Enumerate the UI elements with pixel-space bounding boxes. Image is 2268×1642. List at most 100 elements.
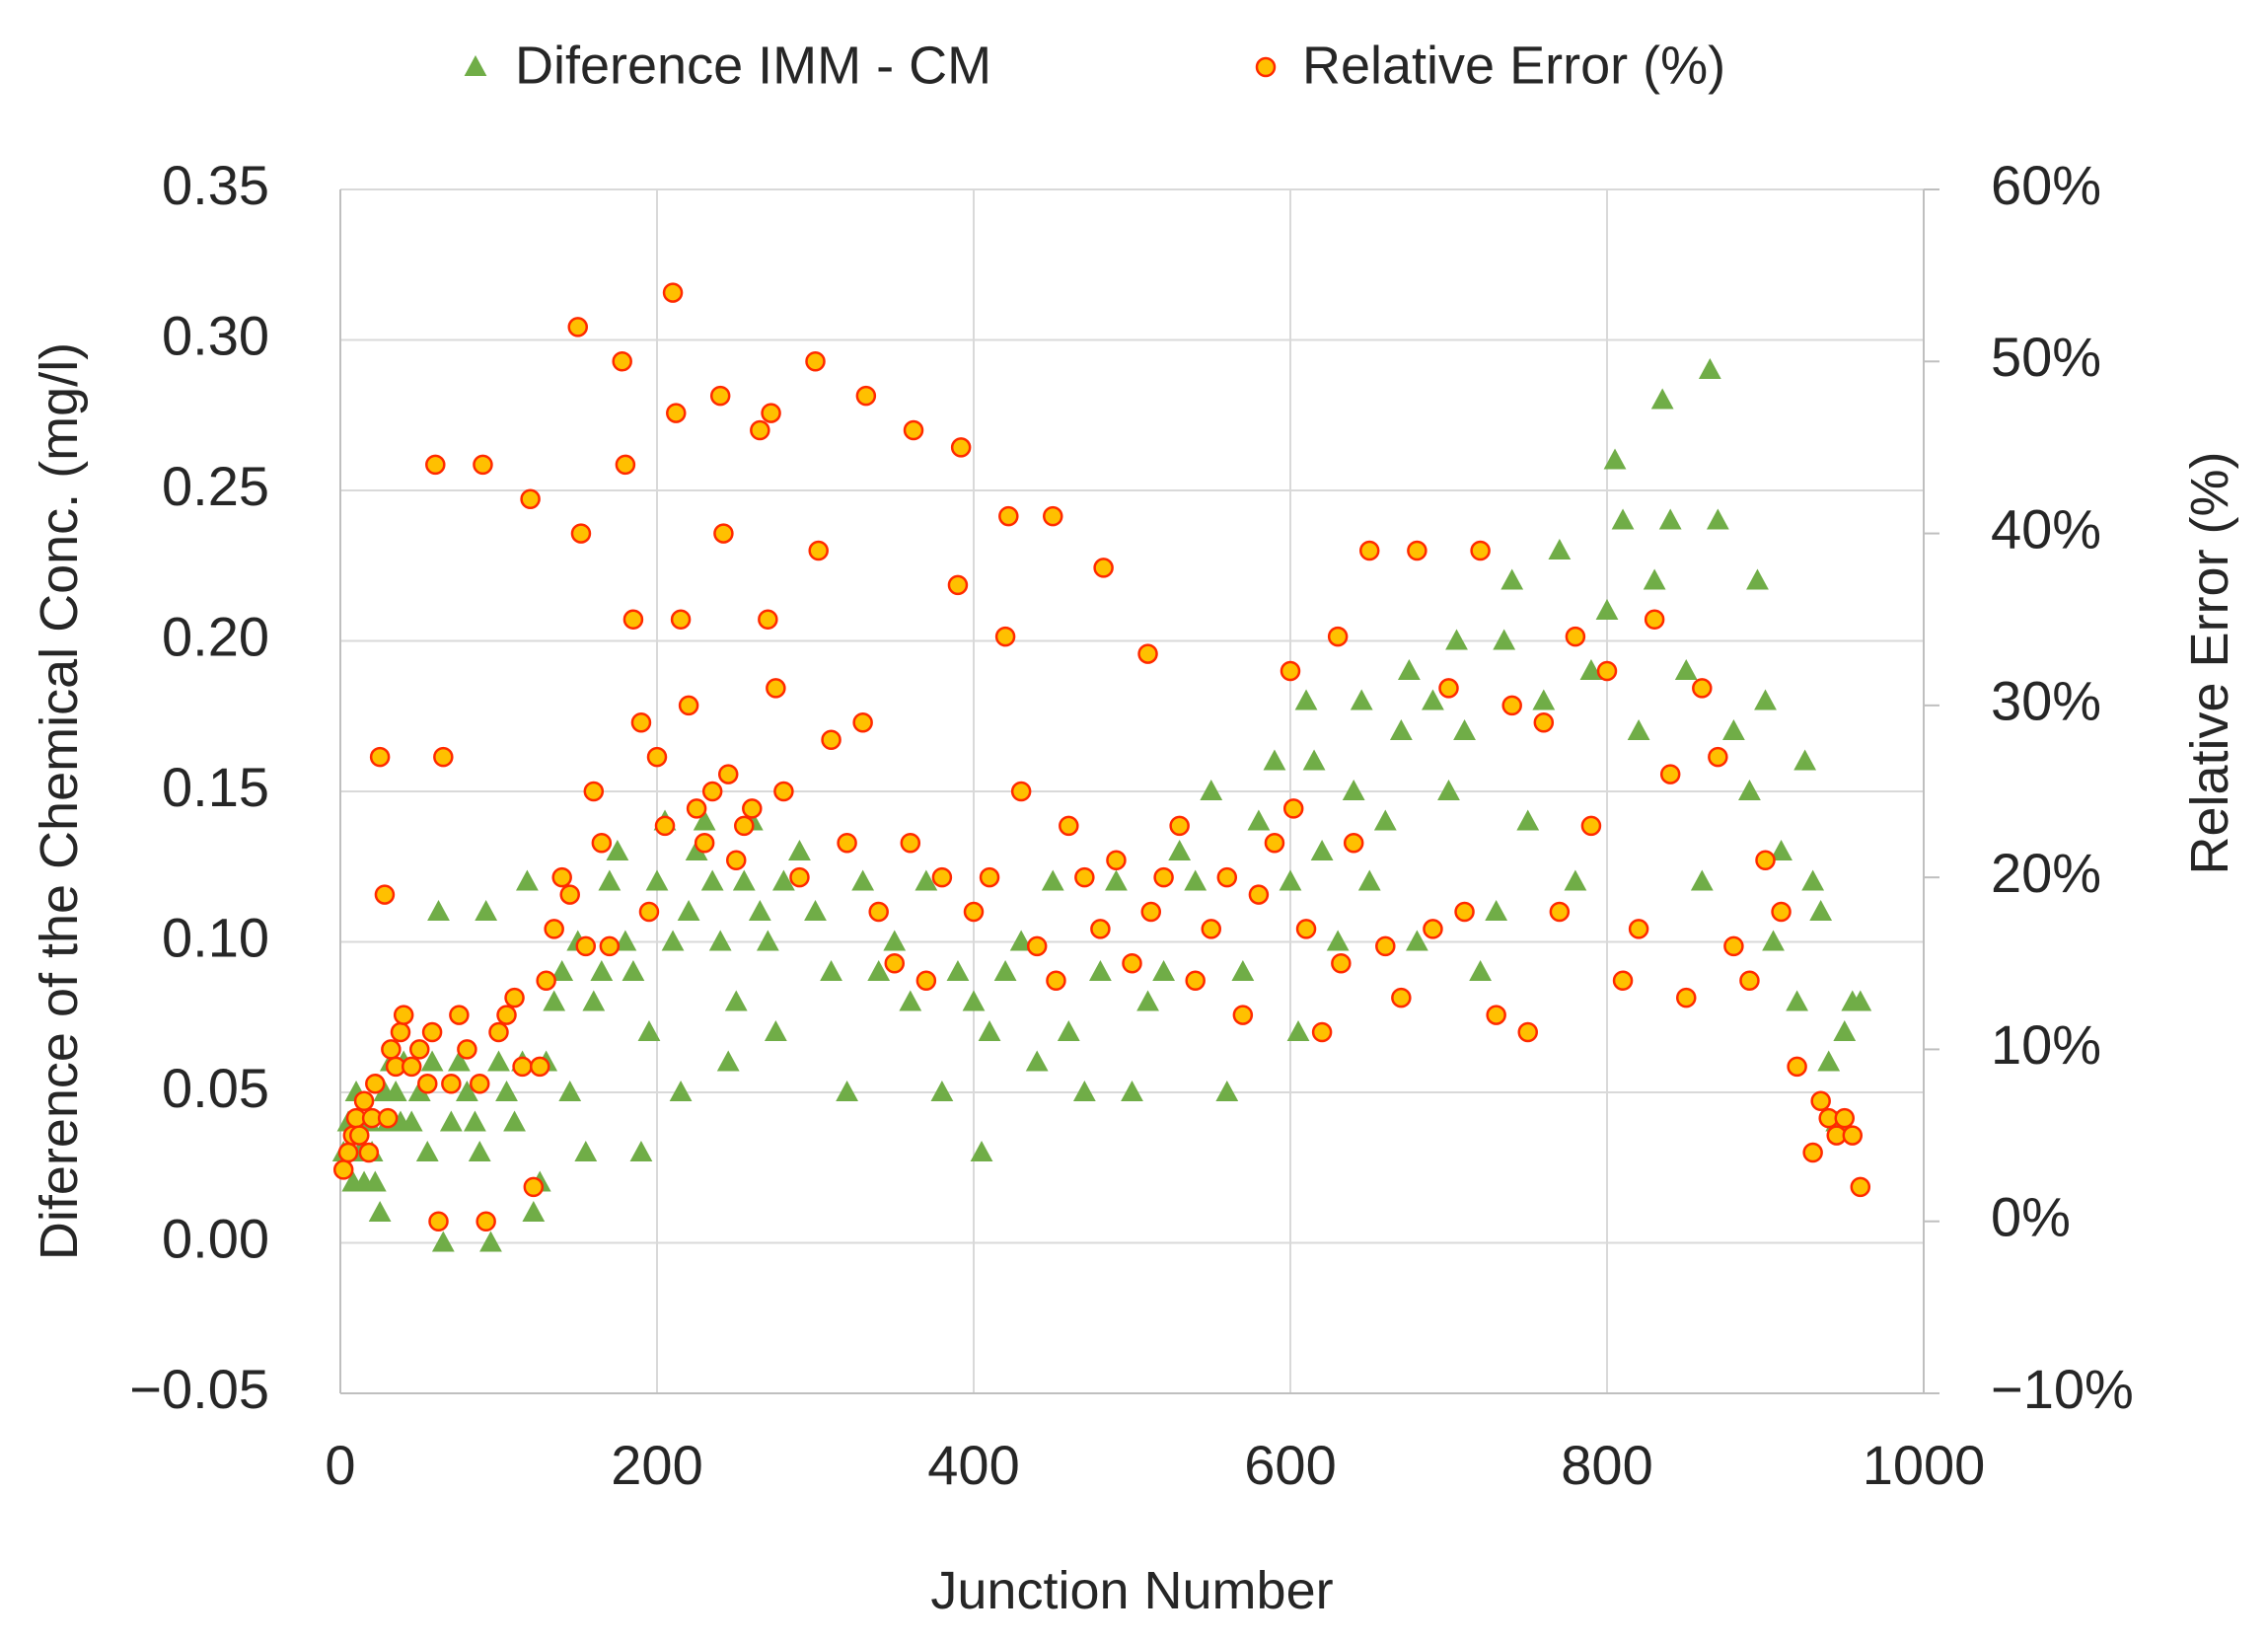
- point-diference: [1025, 1050, 1049, 1072]
- point-relative-error: [425, 454, 446, 476]
- point-relative-error: [900, 833, 921, 854]
- point-diference: [543, 990, 566, 1011]
- point-diference: [724, 990, 748, 1011]
- legend: Diference IMM - CM Relative Error (%): [464, 36, 1725, 95]
- point-diference: [1089, 960, 1112, 981]
- legend-circle-marker: [1255, 56, 1277, 78]
- point-diference: [420, 1050, 444, 1072]
- y2-tick-label: 20%: [1991, 842, 2101, 904]
- point-diference: [1770, 840, 1792, 860]
- point-relative-error: [1517, 1021, 1538, 1043]
- point-relative-error: [1659, 764, 1681, 784]
- point-relative-error: [666, 403, 687, 423]
- legend-triangle-marker: [464, 55, 487, 76]
- point-diference: [1152, 960, 1175, 981]
- point-relative-error: [1810, 1090, 1831, 1111]
- point-diference: [487, 1050, 510, 1072]
- y2-tick-label: 30%: [1991, 670, 2101, 732]
- point-diference: [363, 1170, 387, 1192]
- point-relative-error: [1596, 660, 1618, 682]
- point-diference: [629, 1141, 653, 1161]
- point-relative-error: [1248, 884, 1270, 905]
- point-relative-error: [1501, 695, 1522, 716]
- point-diference: [1263, 749, 1286, 771]
- y2-axis-label: Relative Error (%): [2180, 451, 2239, 874]
- point-relative-error: [1739, 970, 1760, 991]
- point-diference: [716, 1050, 740, 1072]
- point-diference: [1184, 869, 1207, 891]
- point-diference: [748, 900, 771, 921]
- point-diference: [468, 1141, 491, 1161]
- point-diference: [1326, 930, 1350, 951]
- point-diference: [1548, 539, 1572, 560]
- point-relative-error: [390, 1021, 411, 1043]
- point-relative-error: [457, 1039, 477, 1060]
- point-relative-error: [449, 1005, 470, 1025]
- point-relative-error: [488, 1021, 509, 1043]
- point-relative-error: [1454, 901, 1475, 923]
- point-relative-error: [349, 1125, 370, 1146]
- point-relative-error: [1343, 833, 1364, 854]
- point-diference: [1437, 780, 1460, 800]
- y-tick-label: −0.05: [129, 1358, 269, 1420]
- point-diference: [1793, 749, 1817, 771]
- point-relative-error: [1137, 643, 1158, 664]
- point-diference: [1817, 1050, 1841, 1072]
- point-relative-error: [950, 437, 972, 458]
- point-relative-error: [374, 884, 396, 905]
- point-diference: [1500, 568, 1524, 590]
- point-diference: [1105, 869, 1128, 891]
- point-relative-error: [529, 1056, 550, 1078]
- point-diference: [1057, 1020, 1080, 1041]
- point-diference: [946, 960, 970, 981]
- point-diference: [693, 809, 716, 831]
- point-diference: [495, 1081, 518, 1101]
- point-diference: [1595, 599, 1619, 620]
- legend-label-relative-error: Relative Error (%): [1302, 36, 1725, 95]
- y-tick-label: 0.05: [162, 1057, 269, 1119]
- y-tick-label: 0.15: [162, 756, 269, 818]
- point-diference: [1738, 780, 1761, 800]
- y-tick-label: 0.10: [162, 906, 269, 968]
- point-relative-error: [428, 1211, 449, 1232]
- x-tick-label: 400: [927, 1434, 1019, 1496]
- point-relative-error: [713, 523, 734, 544]
- point-relative-error: [750, 419, 770, 441]
- point-relative-error: [567, 317, 588, 337]
- point-relative-error: [1331, 953, 1352, 974]
- point-relative-error: [1074, 866, 1095, 888]
- point-diference: [1279, 869, 1302, 891]
- point-diference: [598, 869, 622, 891]
- point-diference: [1310, 840, 1334, 860]
- point-relative-error: [1533, 712, 1555, 733]
- point-relative-error: [523, 1176, 545, 1198]
- point-relative-error: [1565, 626, 1586, 647]
- point-relative-error: [1423, 919, 1443, 939]
- point-relative-error: [591, 833, 613, 854]
- point-relative-error: [401, 1056, 422, 1078]
- point-diference: [614, 930, 637, 951]
- point-diference: [1532, 689, 1556, 710]
- point-relative-error: [709, 385, 731, 407]
- point-relative-error: [1359, 540, 1380, 561]
- point-relative-error: [1628, 919, 1649, 939]
- point-relative-error: [805, 351, 826, 372]
- point-diference: [1698, 358, 1721, 379]
- point-relative-error: [852, 712, 873, 733]
- point-relative-error: [903, 419, 924, 441]
- point-relative-error: [421, 1021, 443, 1043]
- point-diference: [978, 1020, 1001, 1041]
- point-diference: [1302, 749, 1326, 771]
- point-relative-error: [1438, 678, 1459, 699]
- point-diference: [1445, 629, 1468, 650]
- point-relative-error: [504, 987, 525, 1008]
- point-relative-error: [994, 626, 1016, 647]
- point-relative-error: [1470, 540, 1491, 561]
- point-diference: [1611, 508, 1635, 530]
- point-diference: [1009, 930, 1033, 951]
- point-relative-error: [654, 815, 676, 837]
- point-relative-error: [496, 1005, 517, 1025]
- point-diference: [1350, 689, 1373, 710]
- point-diference: [1674, 659, 1698, 680]
